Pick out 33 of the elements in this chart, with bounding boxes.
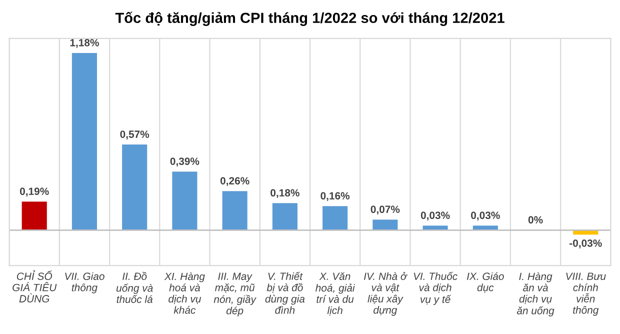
x-tick-label: CHỈ SỐ GIÁ TIÊU DÙNG	[12, 270, 57, 302]
x-tick-label: IX. Giáo dục	[467, 272, 504, 293]
data-label: 1,18%	[70, 38, 99, 48]
x-tick-label: X. Văn hoá, giải trí và du lịch	[316, 272, 355, 316]
x-tick-label: V. Thiết bị và đồ dùng gia đình	[265, 272, 305, 314]
x-tick-label: I. Hàng ăn và dịch vụ ăn uống	[516, 272, 554, 316]
data-label: 0,16%	[320, 192, 350, 202]
data-label: 0,18%	[270, 189, 300, 198]
bar	[222, 191, 248, 230]
bar	[22, 202, 47, 230]
chart-title: Tốc độ tăng/giảm CPI tháng 1/2022 so với tháng 12/2021	[115, 12, 504, 26]
x-tick-label: VIII. Bưu chính viễn thông	[566, 272, 606, 316]
x-tick-label: VI. Thuốc và dịch vụ y tế	[414, 272, 458, 306]
data-label: 0,07%	[370, 206, 400, 215]
data-label: 0,39%	[170, 158, 200, 166]
bar	[372, 220, 398, 230]
data-label: 0,03%	[420, 212, 450, 221]
bar	[322, 206, 348, 230]
x-tick-label: XI. Hàng hoá và dịch vụ khác	[164, 272, 205, 314]
data-label: -0,03%	[570, 239, 602, 248]
bar	[122, 144, 148, 230]
data-label: 0%	[528, 216, 543, 224]
bar	[72, 52, 98, 230]
bar	[272, 203, 298, 230]
x-tick-label: IV. Nhà ở và vật liệu xây dựng	[364, 272, 408, 316]
x-tick-label: III. May mặc, mũ nón, giầy dép	[214, 272, 256, 316]
x-tick-label: II. Đồ uống và thuốc lá	[116, 272, 153, 303]
bar	[172, 172, 198, 230]
x-tick-label: VII. Giao thông	[65, 272, 104, 294]
data-label: 0,26%	[220, 177, 250, 186]
data-label: 0,57%	[120, 130, 150, 140]
data-label: 0,03%	[471, 212, 500, 221]
data-label: 0,19%	[20, 188, 49, 197]
